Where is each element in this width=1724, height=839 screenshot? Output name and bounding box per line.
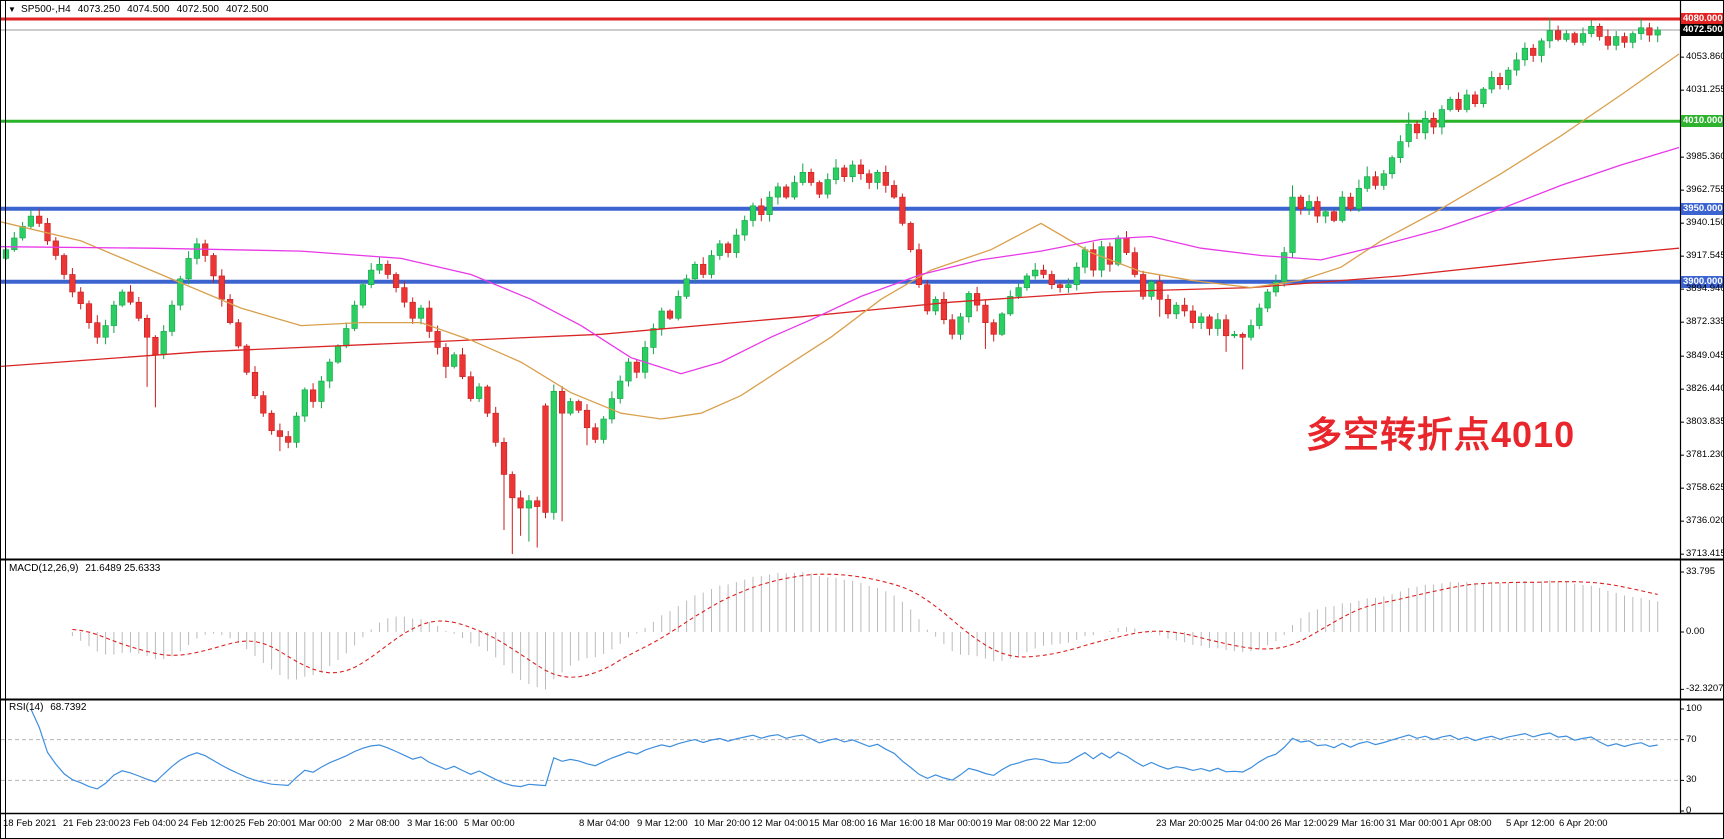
price-tick: 3849.045	[1686, 350, 1724, 361]
title-high-value: 4074.500	[127, 4, 170, 15]
time-label: 21 Feb 23:00	[63, 818, 119, 829]
price-tick: 4031.255	[1686, 84, 1724, 95]
ma-slow-red	[1, 247, 1680, 368]
rsi-tick: 70	[1686, 734, 1697, 745]
ma-medium-orange	[1, 53, 1680, 420]
time-label: 25 Mar 04:00	[1213, 818, 1269, 829]
macd-tick: 0.00	[1686, 626, 1705, 637]
price-tick: 3781.230	[1686, 449, 1724, 460]
time-label: 10 Mar 20:00	[694, 818, 750, 829]
title-open-value: 4073.250	[77, 4, 121, 15]
rsi-value: 68.7392	[50, 702, 87, 713]
time-label: 15 Mar 08:00	[809, 818, 865, 829]
title-low-value: 4072.500	[176, 4, 220, 15]
price-tick: 3872.335	[1686, 316, 1724, 327]
time-label: 3 Mar 16:00	[407, 818, 458, 829]
candles-group	[2, 18, 1661, 555]
time-axis[interactable]: 18 Feb 2021 21 Feb 23:00 23 Feb 04:00 24 Fe…	[1, 816, 1680, 838]
price-tick: 3826.440	[1686, 383, 1724, 394]
time-label: 8 Mar 04:00	[579, 818, 630, 829]
symbol-period-label: SP500-,H4	[21, 4, 71, 15]
time-label: 5 Mar 00:00	[464, 818, 515, 829]
macd-label: MACD(12,26,9) 21.6489 25.6333	[9, 563, 164, 574]
time-label: 5 Apr 12:00	[1506, 818, 1555, 829]
ma-fast-magenta	[1, 146, 1680, 375]
time-label: 22 Mar 12:00	[1040, 818, 1096, 829]
time-label: 1 Mar 00:00	[291, 818, 342, 829]
price-tick: 3962.755	[1686, 184, 1724, 195]
title-close-value: 4072.500	[225, 4, 269, 15]
time-label: 23 Mar 20:00	[1156, 818, 1212, 829]
price-tick: 3803.835	[1686, 416, 1724, 427]
time-label: 26 Mar 12:00	[1271, 818, 1327, 829]
price-tick: 3985.360	[1686, 151, 1724, 162]
time-label: 18 Mar 00:00	[925, 818, 981, 829]
time-label: 9 Mar 12:00	[637, 818, 688, 829]
price-badge: 4010.000	[1681, 115, 1723, 127]
chart-dropdown-icon[interactable]: ▼	[8, 5, 17, 14]
time-label: 23 Feb 04:00	[120, 818, 176, 829]
price-axis[interactable]: 4080.000 4072.500 4053.860 4031.255 4010.000…	[1680, 1, 1724, 838]
price-tick: 3736.020	[1686, 515, 1724, 526]
price-badge: 4072.500	[1681, 24, 1723, 36]
price-tick: 3713.415	[1686, 548, 1724, 559]
rsi-line	[30, 708, 1658, 790]
rsi-tick: 30	[1686, 774, 1697, 785]
price-badge: 4080.000	[1681, 13, 1723, 25]
price-tick: 4053.860	[1686, 51, 1724, 62]
price-badge: 3950.000	[1681, 203, 1723, 215]
time-label: 2 Mar 08:00	[349, 818, 400, 829]
time-label: 18 Feb 2021	[3, 818, 57, 829]
rsi-name: RSI(14)	[9, 702, 44, 713]
chart-title: ▼ SP500-,H4 4073.250 4074.500 4072.500 40…	[8, 4, 272, 15]
macd-name: MACD(12,26,9)	[9, 563, 79, 574]
time-label: 29 Mar 16:00	[1328, 818, 1384, 829]
price-tick: 3940.150	[1686, 217, 1724, 228]
time-label: 31 Mar 00:00	[1386, 818, 1442, 829]
rsi-tick: 0	[1686, 805, 1692, 816]
time-label: 6 Apr 20:00	[1559, 818, 1608, 829]
time-label: 1 Apr 08:00	[1443, 818, 1492, 829]
rsi-label: RSI(14) 68.7392	[9, 702, 90, 713]
rsi-tick: 100	[1686, 703, 1702, 714]
macd-signal-line	[72, 573, 1658, 678]
price-tick: 3894.940	[1686, 283, 1724, 294]
chart-annotation: 多空转折点4010	[1306, 414, 1576, 455]
macd-values: 21.6489 25.6333	[85, 563, 161, 574]
time-label: 25 Feb 20:00	[235, 818, 291, 829]
price-tick: 3758.625	[1686, 482, 1724, 493]
macd-tick: -32.3207	[1686, 683, 1724, 694]
time-label: 16 Mar 16:00	[867, 818, 923, 829]
price-tick: 3917.545	[1686, 250, 1724, 261]
time-label: 24 Feb 12:00	[178, 818, 234, 829]
time-label: 12 Mar 04:00	[752, 818, 808, 829]
price-badge: 3900.000	[1681, 276, 1723, 288]
macd-tick: 33.795	[1686, 566, 1716, 577]
time-label: 19 Mar 08:00	[982, 818, 1038, 829]
